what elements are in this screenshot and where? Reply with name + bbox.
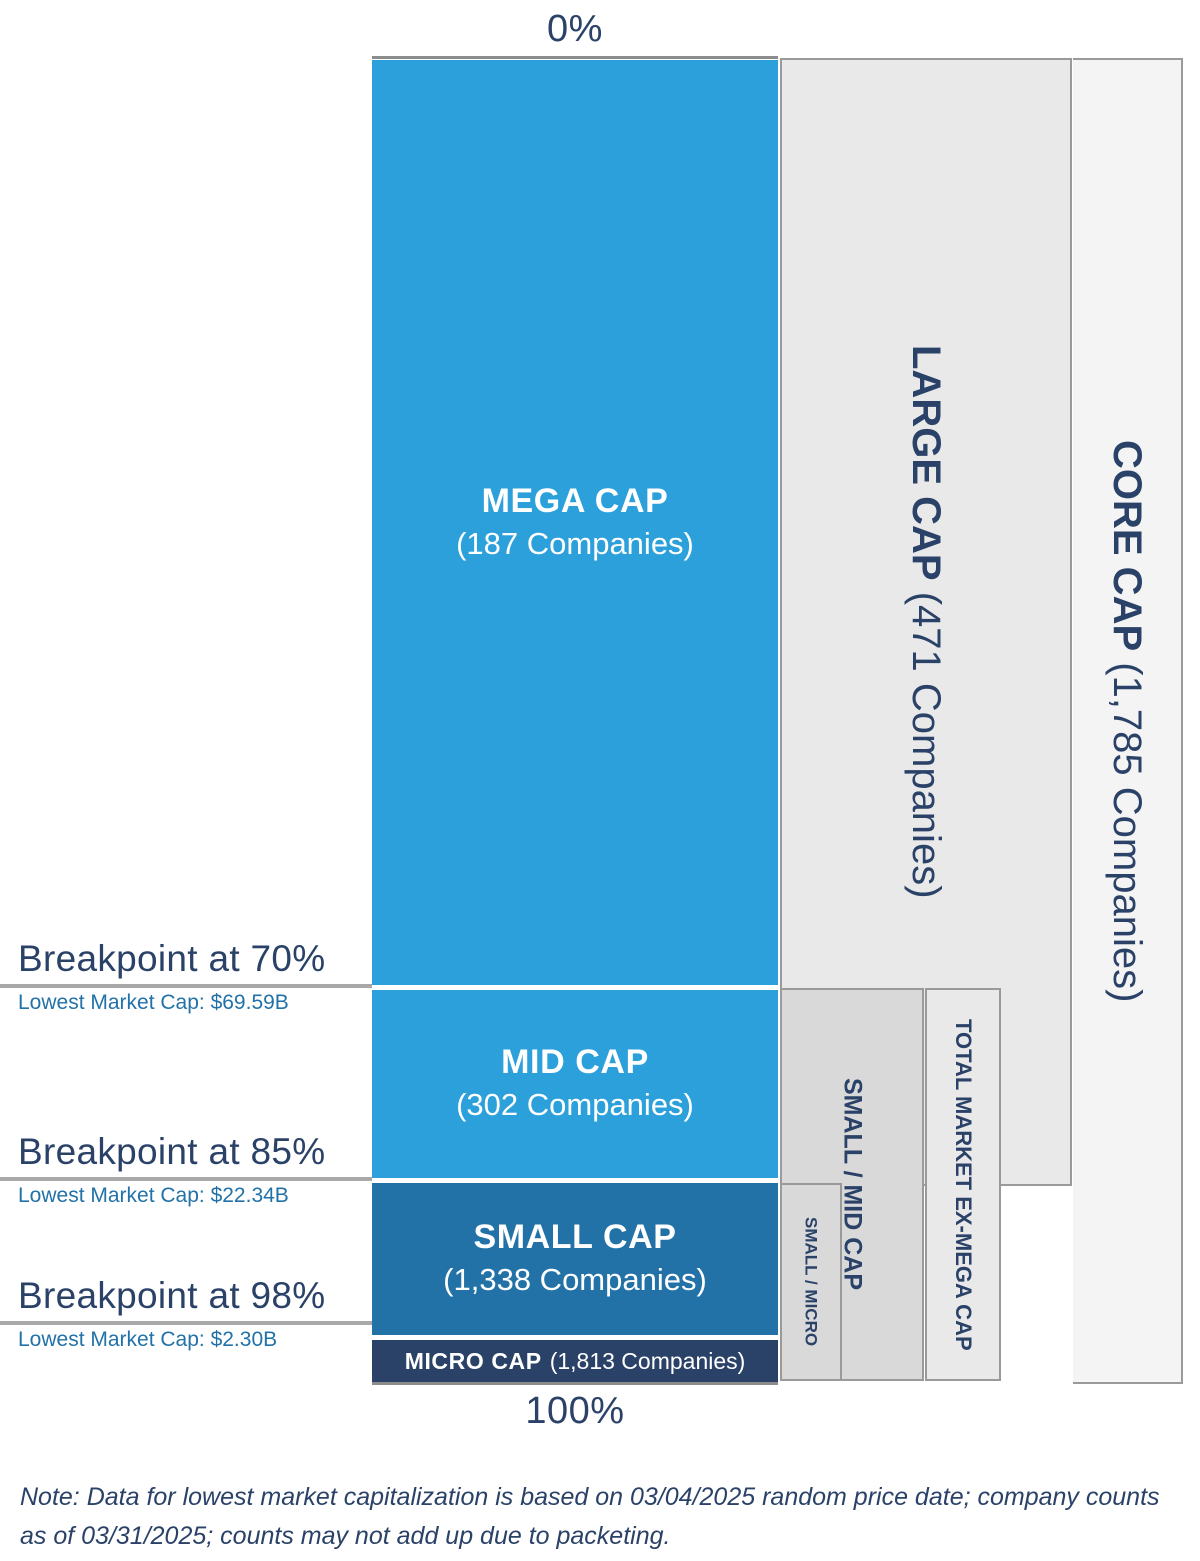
breakpoint-85: Breakpoint at 85% Lowest Market Cap: $22…	[0, 1131, 372, 1208]
bar-segment-mega-cap: MEGA CAP (187 Companies)	[372, 60, 778, 985]
bracket-large-cap-label: LARGE CAP (471 Companies)	[904, 345, 948, 899]
bar-segment-mega-cap-name: MEGA CAP	[481, 481, 669, 520]
bar-segment-mid-cap: MID CAP (302 Companies)	[372, 990, 778, 1178]
bracket-core-cap-label: CORE CAP (1,785 Companies)	[1105, 439, 1149, 1003]
breakpoint-98-rule	[0, 1321, 372, 1323]
breakpoint-98-title: Breakpoint at 98%	[18, 1275, 326, 1316]
bar-segment-small-cap-name: SMALL CAP	[473, 1218, 677, 1257]
bracket-small-micro-label: SMALL / MICRO	[801, 1217, 821, 1347]
bar-segment-small-cap-count: (1,338 Companies)	[443, 1262, 707, 1298]
bracket-core-cap-count: (1,785 Companies)	[1105, 650, 1149, 1003]
breakpoint-connector-70	[0, 986, 372, 988]
bracket-total-market-ex-mega-cap-label: TOTAL MARKET EX-MEGA CAP	[951, 1018, 976, 1351]
bracket-small-mid-cap-label: SMALL / MID CAP	[838, 1078, 867, 1291]
bracket-large-cap-count: (471 Companies)	[904, 580, 948, 899]
breakpoint-85-rule	[0, 1177, 372, 1179]
bracket-core-cap-name: CORE CAP	[1105, 439, 1149, 651]
axis-label-bottom: 100%	[525, 1390, 625, 1432]
bar-segment-micro-cap: MICRO CAP (1,813 Companies)	[372, 1340, 778, 1382]
axis-label-top: 0%	[547, 8, 603, 50]
bar-segment-small-cap: SMALL CAP (1,338 Companies)	[372, 1183, 778, 1335]
chart-footnote: Note: Data for lowest market capitalizat…	[20, 1483, 1160, 1550]
axis-rule-top	[372, 56, 778, 59]
breakpoint-98-lowest-market-cap: Lowest Market Cap: $2.30B	[18, 1328, 278, 1351]
bracket-small-micro: SMALL / MICRO	[780, 1183, 842, 1381]
breakpoint-connector-98	[0, 1323, 372, 1325]
breakpoint-connector-85	[0, 1179, 372, 1181]
breakpoint-70-rule	[0, 984, 372, 986]
breakpoint-70: Breakpoint at 70% Lowest Market Cap: $69…	[0, 938, 372, 1015]
breakpoint-70-lowest-market-cap: Lowest Market Cap: $69.59B	[18, 991, 289, 1014]
bracket-total-market-ex-mega-cap: TOTAL MARKET EX-MEGA CAP	[925, 988, 1001, 1381]
breakpoint-70-title: Breakpoint at 70%	[18, 938, 326, 979]
bar-segment-mid-cap-count: (302 Companies)	[456, 1087, 694, 1123]
breakpoint-85-title: Breakpoint at 85%	[18, 1131, 326, 1172]
bracket-large-cap-name: LARGE CAP	[904, 345, 948, 581]
bar-segment-mid-cap-name: MID CAP	[501, 1043, 649, 1082]
breakpoint-85-lowest-market-cap: Lowest Market Cap: $22.34B	[18, 1184, 289, 1207]
bar-segment-mega-cap-count: (187 Companies)	[456, 525, 694, 561]
axis-rule-bottom	[372, 1382, 778, 1385]
bar-segment-micro-cap-count: (1,813 Companies)	[549, 1347, 746, 1374]
bracket-core-cap: CORE CAP (1,785 Companies)	[1073, 58, 1183, 1384]
breakpoint-98: Breakpoint at 98% Lowest Market Cap: $2.…	[0, 1275, 372, 1352]
bar-segment-micro-cap-name: MICRO CAP	[404, 1347, 542, 1374]
